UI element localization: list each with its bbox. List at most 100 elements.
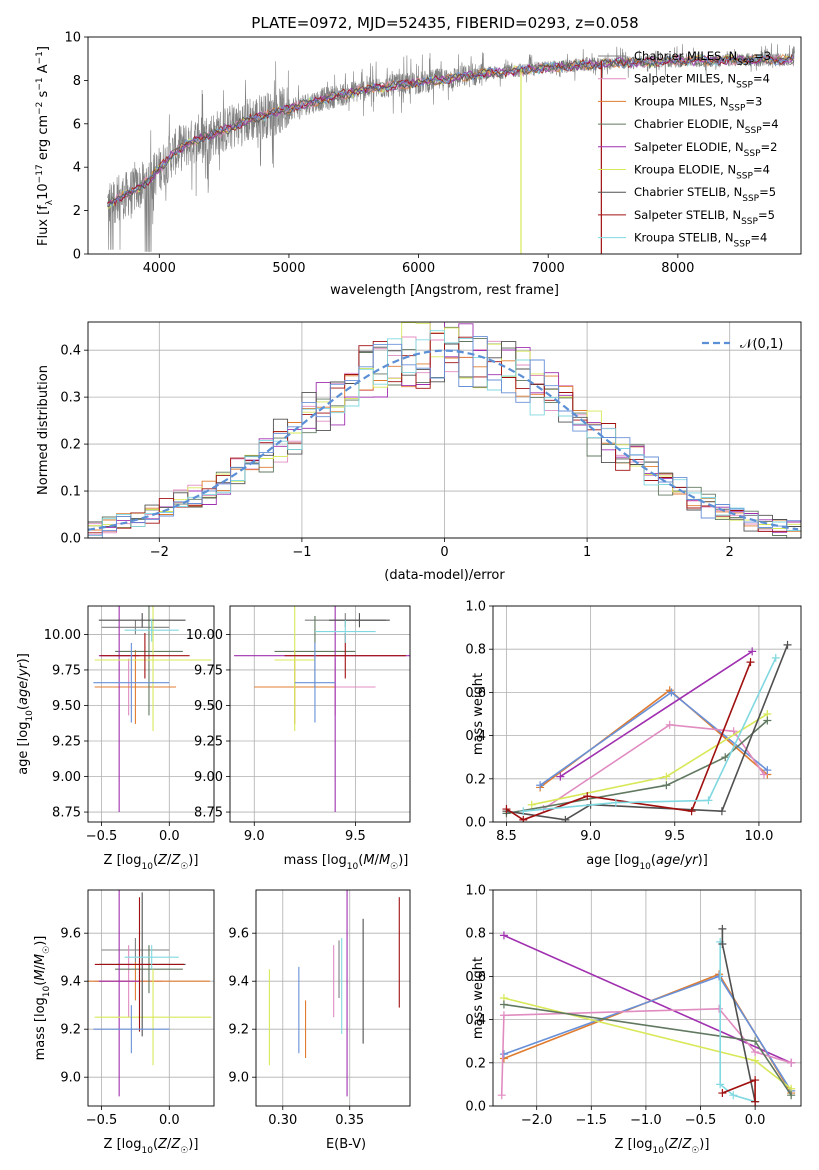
marker — [729, 1091, 738, 1100]
plot-area-spectrum — [106, 43, 795, 254]
y-tick-label: 0 — [73, 248, 81, 263]
legend-entry: 𝒩(0,1) — [740, 337, 783, 352]
x-tick-label: −1.0 — [630, 1113, 662, 1128]
panel-mass_Z: −0.5 0.0 9.0 9.2 9.4 9.6 Z [log10(Z/Z☉)] mass [… — [33, 889, 215, 1156]
y-tick-label: 9.25 — [194, 735, 223, 750]
x-axis-label: mass [log10(M/M☉)] — [284, 853, 409, 872]
axes-frame — [87, 889, 215, 1107]
y-tick-label: 10.00 — [44, 628, 81, 643]
marker — [751, 1037, 760, 1046]
x-axis-label: (data-model)/error — [384, 568, 505, 583]
marker — [721, 753, 730, 762]
marker — [787, 1091, 796, 1100]
y-tick-label: 9.50 — [194, 699, 223, 714]
marker — [499, 1000, 508, 1009]
x-tick-label: −1.5 — [576, 1113, 608, 1128]
y-tick-label: 9.00 — [194, 770, 223, 785]
x-tick-label: 9.0 — [580, 829, 601, 844]
x-tick-label: −0.5 — [685, 1113, 717, 1128]
marker — [763, 716, 772, 725]
marker — [662, 772, 671, 781]
x-tick-label: 0.30 — [268, 1113, 297, 1128]
plot-area-mass_ebv — [268, 890, 400, 1097]
axes-frame — [492, 889, 802, 1107]
marker — [787, 1058, 796, 1067]
residual-histogram — [88, 332, 801, 534]
y-tick-label: 9.2 — [228, 1023, 249, 1038]
x-axis-label: Z [log10(Z/Z☉)] — [104, 853, 199, 872]
y-tick-label: 9.75 — [194, 663, 223, 678]
y-tick-label: 0.2 — [60, 438, 81, 453]
normal-curve — [88, 349, 799, 531]
marker — [763, 766, 772, 775]
marker — [751, 1056, 760, 1065]
y-tick-label: 9.75 — [52, 663, 81, 678]
marker — [746, 658, 755, 667]
legend-entry: Kroupa STELIB, NSSP=4 — [634, 231, 767, 250]
marker — [718, 1089, 727, 1098]
y-tick-label: 9.6 — [60, 927, 81, 942]
y-tick-label: 8.75 — [52, 806, 81, 821]
marker — [771, 653, 780, 662]
marker — [751, 1076, 760, 1085]
panel-age_Z: −0.5 0.0 8.75 9.00 9.25 9.50 9.75 10.00 Z [log10… — [16, 605, 215, 872]
x-tick-label: −0.5 — [86, 829, 118, 844]
weight-line — [503, 1003, 792, 1096]
x-tick-label: −0.5 — [86, 1113, 118, 1128]
marker — [497, 1091, 506, 1100]
axes-frame — [492, 605, 802, 823]
x-axis-label: E(B-V) — [326, 1137, 366, 1152]
panel-weight_age: 8.5 9.0 9.5 10.0 0.0 0.2 0.4 0.6 0.8 1.0 age [log1… — [465, 600, 802, 872]
model-spectrum — [107, 54, 794, 208]
x-tick-label: 0.0 — [159, 829, 180, 844]
legend: Chabrier MILES, NSSP=3 Salpeter MILES, NS… — [598, 49, 779, 250]
y-tick-label: 0.2 — [465, 772, 486, 787]
x-tick-label: 9.0 — [244, 829, 265, 844]
plot-area-mass_Z — [88, 890, 212, 1097]
x-axis-label: Z [log10(Z/Z☉)] — [104, 1137, 199, 1156]
weight-line — [721, 928, 756, 1102]
y-tick-label: 0.2 — [465, 1056, 486, 1071]
y-tick-label: 8.75 — [194, 806, 223, 821]
x-axis-label: age [log10(age/yr)] — [586, 853, 708, 872]
panel-mass_ebv: 0.30 0.35 9.0 9.2 9.4 9.6 E(B-V) — [228, 889, 411, 1152]
x-tick-label: 0 — [440, 545, 448, 560]
marker — [751, 1048, 760, 1056]
y-tick-label: 0.4 — [465, 1013, 486, 1028]
y-tick-label: 8 — [73, 74, 81, 89]
y-tick-label: 0.8 — [465, 927, 486, 942]
x-tick-label: 6000 — [402, 261, 435, 276]
axes-frame — [87, 321, 802, 539]
marker — [611, 798, 620, 807]
weight-line — [543, 723, 765, 810]
y-tick-label: 0.4 — [60, 344, 81, 359]
y-tick-label: 0.0 — [60, 532, 81, 547]
y-tick-label: 10.00 — [186, 628, 223, 643]
x-tick-label: 8000 — [661, 261, 694, 276]
x-tick-label: −1 — [292, 545, 311, 560]
marker — [583, 792, 592, 801]
y-tick-label: 2 — [73, 204, 81, 219]
weight-line — [506, 661, 752, 821]
marker — [556, 772, 565, 781]
marker — [499, 1050, 508, 1059]
weight-line — [531, 713, 768, 806]
y-tick-label: 0.0 — [465, 816, 486, 831]
panel-spectrum: 4000 5000 6000 7000 8000 0 2 4 6 8 10 wavelength [A… — [35, 31, 802, 298]
y-tick-label: 9.50 — [52, 699, 81, 714]
x-tick-label: 7000 — [532, 261, 565, 276]
marker — [665, 720, 674, 729]
axes-frame — [87, 36, 802, 255]
marker — [687, 807, 696, 816]
x-tick-label: 4000 — [143, 261, 176, 276]
marker — [519, 815, 528, 822]
legend-entry: Salpeter STELIB, NSSP=5 — [634, 208, 775, 227]
marker — [499, 931, 508, 940]
residual-histogram — [88, 330, 801, 537]
legend-entry: Kroupa MILES, NSSP=3 — [634, 94, 762, 113]
plot-area-age_Z — [93, 606, 212, 813]
y-tick-label: 9.0 — [60, 1071, 81, 1086]
y-tick-label: 0.8 — [465, 643, 486, 658]
panel-weight_Z: −2.0 −1.5 −1.0 −0.5 0.0 0.0 0.2 0.4 0.6 0.8 1.0 Z [… — [465, 884, 802, 1156]
